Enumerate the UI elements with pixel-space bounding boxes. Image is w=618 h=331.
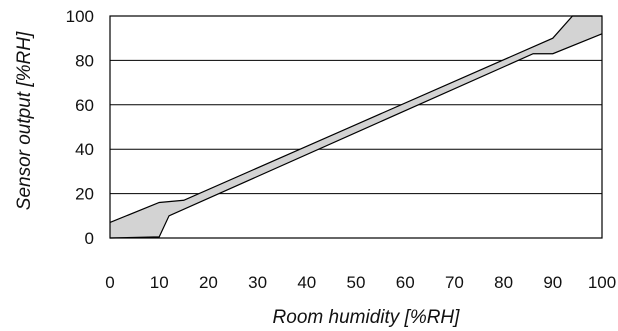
tolerance-band-fill [110, 16, 602, 238]
y-tick-label-40: 40 [75, 140, 94, 159]
lower-bound-line [109, 33, 603, 239]
tolerance-band [109, 15, 603, 239]
x-tick-label-70: 70 [445, 273, 464, 292]
y-tick-label-100: 100 [66, 7, 94, 26]
gridlines [110, 59, 602, 195]
y-tick-label-20: 20 [75, 185, 94, 204]
x-tick-label-50: 50 [347, 273, 366, 292]
x-tick-label-0: 0 [105, 273, 114, 292]
x-tick-label-20: 20 [199, 273, 218, 292]
x-tick-label-10: 10 [150, 273, 169, 292]
y-axis-title: Sensor output [%RH] [14, 31, 35, 210]
x-tick-label-30: 30 [248, 273, 267, 292]
x-axis-title: Room humidity [%RH] [273, 307, 461, 328]
x-tick-label-60: 60 [396, 273, 415, 292]
x-tick-label-80: 80 [494, 273, 513, 292]
y-tick-label-60: 60 [75, 96, 94, 115]
y-tick-label-0: 0 [85, 229, 94, 248]
plot-frame [109, 15, 603, 239]
upper-bound-line [109, 15, 602, 224]
x-tick-label-40: 40 [297, 273, 316, 292]
y-axis-tick-labels: 0 20 40 60 80 100 [66, 7, 94, 248]
x-tick-label-90: 90 [543, 273, 562, 292]
x-axis-tick-labels: 0 10 20 30 40 50 60 70 80 90 100 [105, 273, 616, 292]
y-tick-label-80: 80 [75, 51, 94, 70]
x-tick-label-100: 100 [588, 273, 616, 292]
